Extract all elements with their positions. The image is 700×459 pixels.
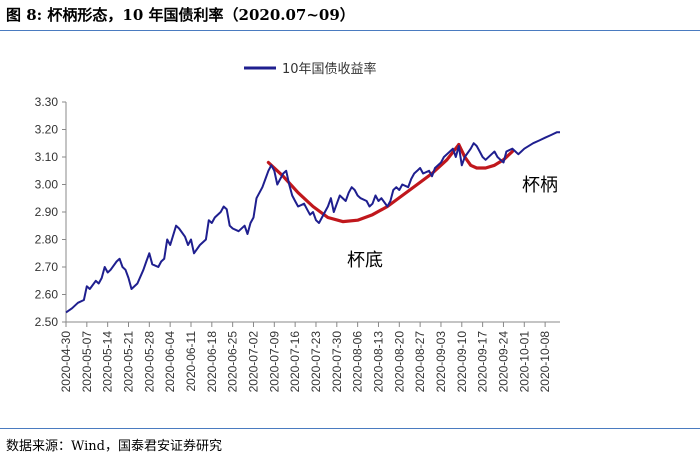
y-tick-label: 2.70 [35, 260, 59, 274]
x-tick-label: 2020-08-27 [413, 331, 427, 393]
x-tick-label: 2020-06-18 [205, 331, 219, 393]
x-tick-label: 2020-07-09 [267, 331, 281, 393]
figure-title: 图 8: 杯柄形态，10 年国债利率（2020.07~09） [6, 6, 355, 24]
title-rule [0, 30, 700, 31]
x-tick-label: 2020-09-10 [455, 331, 469, 393]
x-tick-label: 2020-10-08 [538, 331, 552, 393]
x-tick-label: 2020-06-25 [226, 331, 240, 393]
y-tick-label: 3.30 [35, 95, 59, 109]
x-tick-label: 2020-05-14 [101, 331, 115, 393]
y-axis: 3.30 3.20 3.10 3.00 2.90 2.80 2.70 2.60 2.50 [35, 95, 67, 329]
y-tick-label: 2.50 [35, 315, 59, 329]
x-tick-label: 2020-07-16 [288, 331, 302, 393]
y-tick-label: 3.20 [35, 123, 59, 137]
x-tick-label: 2020-04-30 [59, 331, 73, 393]
x-tick-label: 2020-09-24 [496, 331, 510, 393]
overlay-layer [266, 143, 515, 224]
x-tick-label: 2020-07-30 [330, 331, 344, 393]
series-layer [65, 131, 560, 314]
x-tick-label: 2020-09-17 [476, 331, 490, 393]
y-tick-label: 2.60 [35, 288, 59, 302]
x-tick-label: 2020-08-13 [371, 331, 385, 393]
x-tick-label: 2020-05-21 [121, 331, 135, 393]
legend: 10年国债收益率 [244, 61, 377, 77]
y-tick-label: 2.80 [35, 233, 59, 247]
source-note: 数据来源：Wind，国泰君安证券研究 [6, 439, 222, 454]
x-tick-label: 2020-06-04 [163, 331, 177, 393]
source-rule [0, 428, 700, 429]
cup-bottom-curve [266, 143, 461, 224]
x-tick-label: 2020-06-11 [184, 331, 198, 392]
y-tick-label: 2.90 [35, 205, 59, 219]
x-tick-label: 2020-05-28 [142, 331, 156, 393]
x-tick-label: 2020-05-07 [80, 331, 94, 393]
series-line-10y-yield [65, 131, 560, 314]
x-tick-label: 2020-07-23 [309, 331, 323, 393]
x-tick-label: 2020-08-20 [392, 331, 406, 393]
y-tick-label: 3.10 [35, 150, 59, 164]
annotation-cup-handle: 杯柄 [522, 175, 558, 196]
annotation-cup-bottom: 杯底 [347, 250, 383, 271]
x-tick-label: 2020-10-01 [517, 331, 531, 393]
x-axis: 2020-04-30 2020-05-07 2020-05-14 2020-05-21… [59, 321, 560, 393]
x-tick-label: 2020-09-03 [434, 331, 448, 393]
x-tick-label: 2020-08-06 [351, 331, 365, 393]
x-tick-label: 2020-07-02 [246, 331, 260, 393]
y-tick-label: 3.00 [35, 178, 59, 192]
legend-label: 10年国债收益率 [282, 61, 377, 77]
